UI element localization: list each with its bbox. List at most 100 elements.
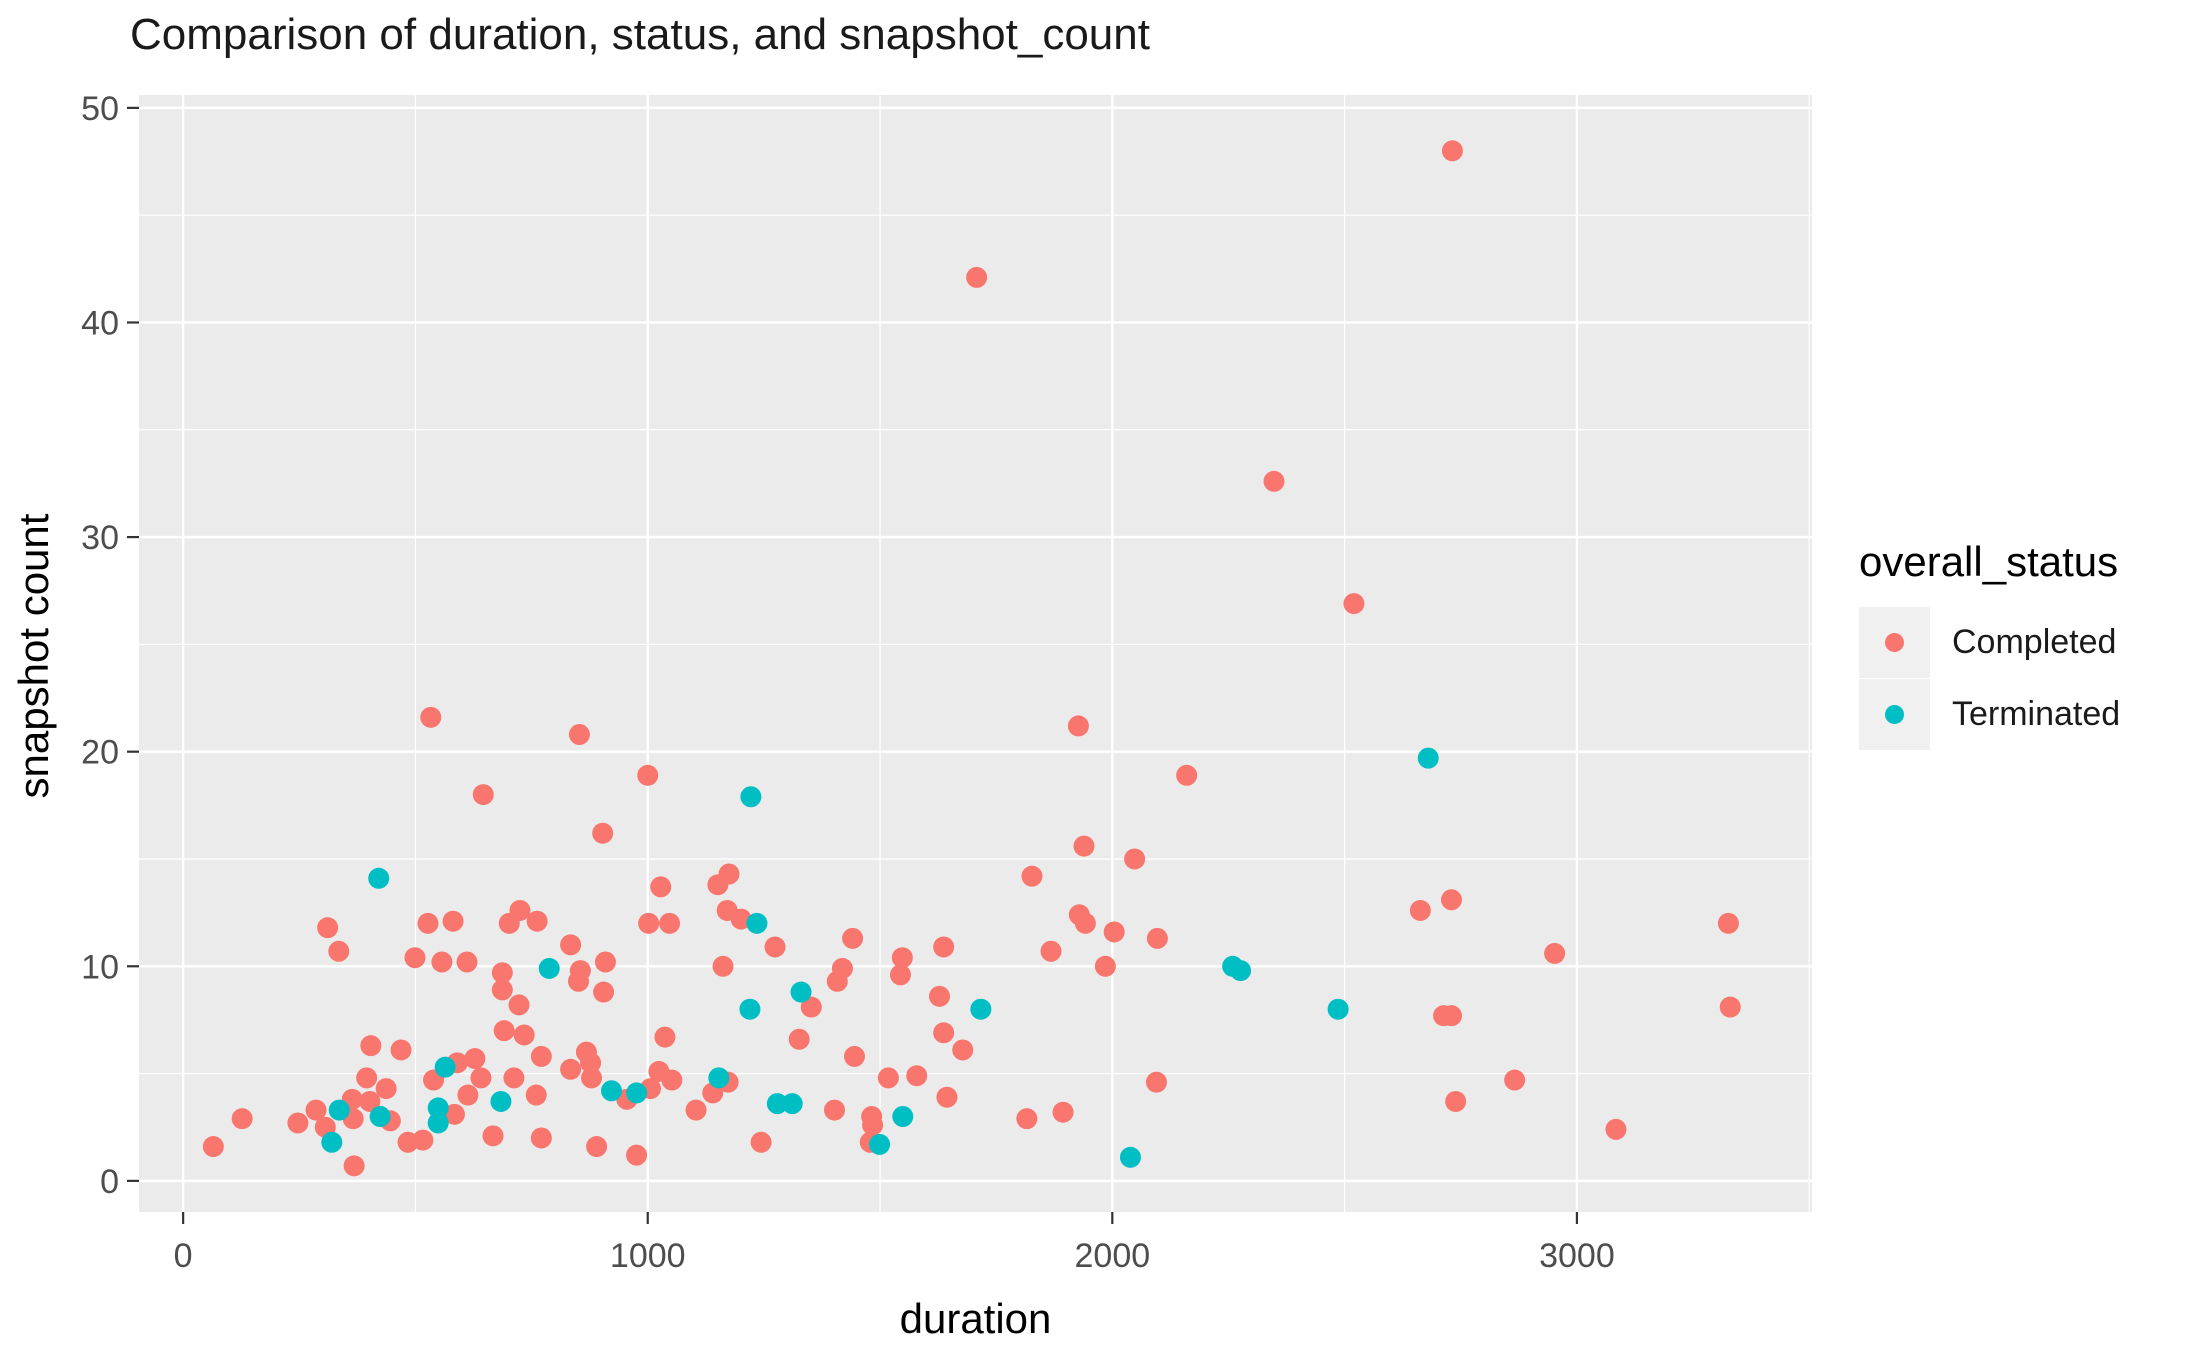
data-point-completed <box>202 1136 224 1158</box>
data-point-completed <box>569 960 591 982</box>
data-point-terminated <box>740 786 762 808</box>
y-tick-label: 40 <box>81 304 119 342</box>
data-point-completed <box>685 1099 707 1121</box>
data-point-completed <box>287 1112 309 1134</box>
data-point-terminated <box>1417 747 1439 769</box>
data-point-terminated <box>1327 998 1349 1020</box>
x-tick-label: 1000 <box>610 1237 686 1275</box>
y-tick-label: 20 <box>81 734 119 772</box>
data-point-completed <box>581 1067 603 1089</box>
data-point-completed <box>1440 889 1462 911</box>
data-point-completed <box>1124 848 1146 870</box>
data-point-completed <box>788 1028 810 1050</box>
data-point-completed <box>390 1039 412 1061</box>
data-point-completed <box>936 1086 958 1108</box>
data-point-completed <box>530 1127 552 1149</box>
data-point-terminated <box>321 1131 343 1153</box>
data-point-completed <box>317 917 339 939</box>
data-point-completed <box>328 940 350 962</box>
terminated-dot-icon <box>1885 704 1904 724</box>
data-point-completed <box>560 1058 582 1080</box>
data-point-terminated <box>746 912 768 934</box>
data-point-terminated <box>892 1106 914 1128</box>
data-point-completed <box>356 1067 378 1089</box>
data-point-completed <box>764 936 786 958</box>
data-point-completed <box>491 962 513 984</box>
data-point-terminated <box>490 1090 512 1112</box>
data-point-completed <box>417 912 439 934</box>
legend-label-terminated: Terminated <box>1952 694 2121 733</box>
data-point-terminated <box>869 1133 891 1155</box>
legend-key-box <box>1859 606 1930 678</box>
data-point-completed <box>659 912 681 934</box>
data-point-completed <box>637 764 659 786</box>
data-point-completed <box>442 910 464 932</box>
data-point-completed <box>472 784 494 806</box>
y-tick-label: 0 <box>100 1163 119 1201</box>
data-point-completed <box>650 876 672 898</box>
data-point-completed <box>359 1090 381 1112</box>
data-point-completed <box>530 1045 552 1067</box>
data-point-completed <box>412 1129 434 1151</box>
data-point-completed <box>457 1084 479 1106</box>
data-point-completed <box>626 1144 648 1166</box>
data-point-completed <box>1504 1069 1526 1091</box>
legend-title: overall_status <box>1859 538 2119 585</box>
y-tick-label: 10 <box>81 948 119 986</box>
data-point-completed <box>443 1103 465 1125</box>
data-point-completed <box>1074 912 1096 934</box>
data-point-completed <box>1717 912 1739 934</box>
data-point-completed <box>823 1099 845 1121</box>
data-point-completed <box>594 951 616 973</box>
data-point-completed <box>1145 1071 1167 1093</box>
data-point-completed <box>891 947 913 969</box>
data-point-terminated <box>1230 960 1252 982</box>
data-point-completed <box>1094 955 1116 977</box>
data-point-completed <box>513 1024 535 1046</box>
data-point-completed <box>231 1108 253 1130</box>
data-point-completed <box>431 951 453 973</box>
data-point-terminated <box>739 998 761 1020</box>
data-point-terminated <box>766 1093 788 1115</box>
data-point-completed <box>305 1099 327 1121</box>
data-point-completed <box>568 724 590 746</box>
data-point-completed <box>1176 764 1198 786</box>
data-point-completed <box>360 1035 382 1057</box>
data-point-completed <box>493 1020 515 1042</box>
data-point-terminated <box>369 1106 391 1128</box>
data-point-completed <box>933 936 955 958</box>
data-point-completed <box>491 979 513 1001</box>
data-point-terminated <box>1119 1146 1141 1168</box>
data-point-completed <box>482 1125 504 1147</box>
data-point-completed <box>1021 865 1043 887</box>
legend-key-box <box>1859 678 1930 750</box>
data-point-completed <box>750 1131 772 1153</box>
data-point-completed <box>1343 593 1365 615</box>
data-point-completed <box>1073 835 1095 857</box>
data-point-completed <box>928 985 950 1007</box>
data-point-completed <box>952 1039 974 1061</box>
data-point-completed <box>580 1052 602 1074</box>
data-point-completed <box>889 964 911 986</box>
data-point-completed <box>1067 715 1089 737</box>
data-point-completed <box>560 934 582 956</box>
data-point-completed <box>933 1022 955 1044</box>
data-point-completed <box>877 1067 899 1089</box>
data-point-completed <box>470 1067 492 1089</box>
data-point-completed <box>842 927 864 949</box>
x-tick-label: 2000 <box>1075 1237 1151 1275</box>
chart-title: Comparison of duration, status, and snap… <box>130 10 1150 59</box>
data-point-completed <box>1445 1090 1467 1112</box>
data-point-terminated <box>427 1097 449 1119</box>
data-point-completed <box>843 1045 865 1067</box>
data-point-terminated <box>600 1080 622 1102</box>
data-point-completed <box>404 947 426 969</box>
data-point-completed <box>343 1155 365 1177</box>
data-point-completed <box>1440 1005 1462 1027</box>
data-point-completed <box>1263 470 1285 492</box>
x-axis-title: duration <box>899 1295 1052 1342</box>
data-point-completed <box>525 1084 547 1106</box>
data-point-completed <box>831 957 853 979</box>
data-point-completed <box>1719 996 1741 1018</box>
